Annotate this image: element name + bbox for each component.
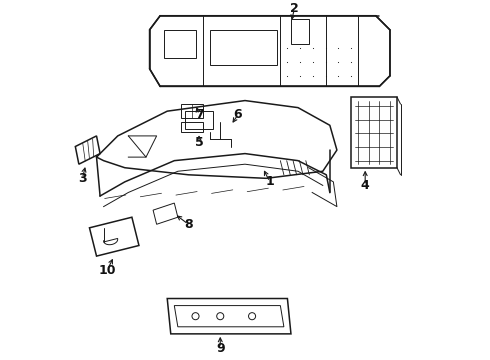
Bar — [164, 30, 196, 58]
Text: 4: 4 — [361, 179, 369, 192]
Text: 8: 8 — [184, 218, 193, 231]
Text: 2: 2 — [290, 2, 299, 15]
Text: 7: 7 — [195, 108, 203, 121]
Text: 3: 3 — [78, 172, 87, 185]
Text: 10: 10 — [98, 264, 116, 277]
Text: 5: 5 — [195, 136, 203, 149]
Bar — [181, 122, 202, 132]
Bar — [210, 30, 277, 65]
Text: 1: 1 — [266, 175, 274, 188]
Bar — [181, 104, 202, 118]
Bar — [351, 97, 397, 168]
Bar — [291, 19, 309, 44]
Text: 9: 9 — [216, 342, 224, 355]
Bar — [185, 111, 213, 129]
Text: 6: 6 — [234, 108, 242, 121]
